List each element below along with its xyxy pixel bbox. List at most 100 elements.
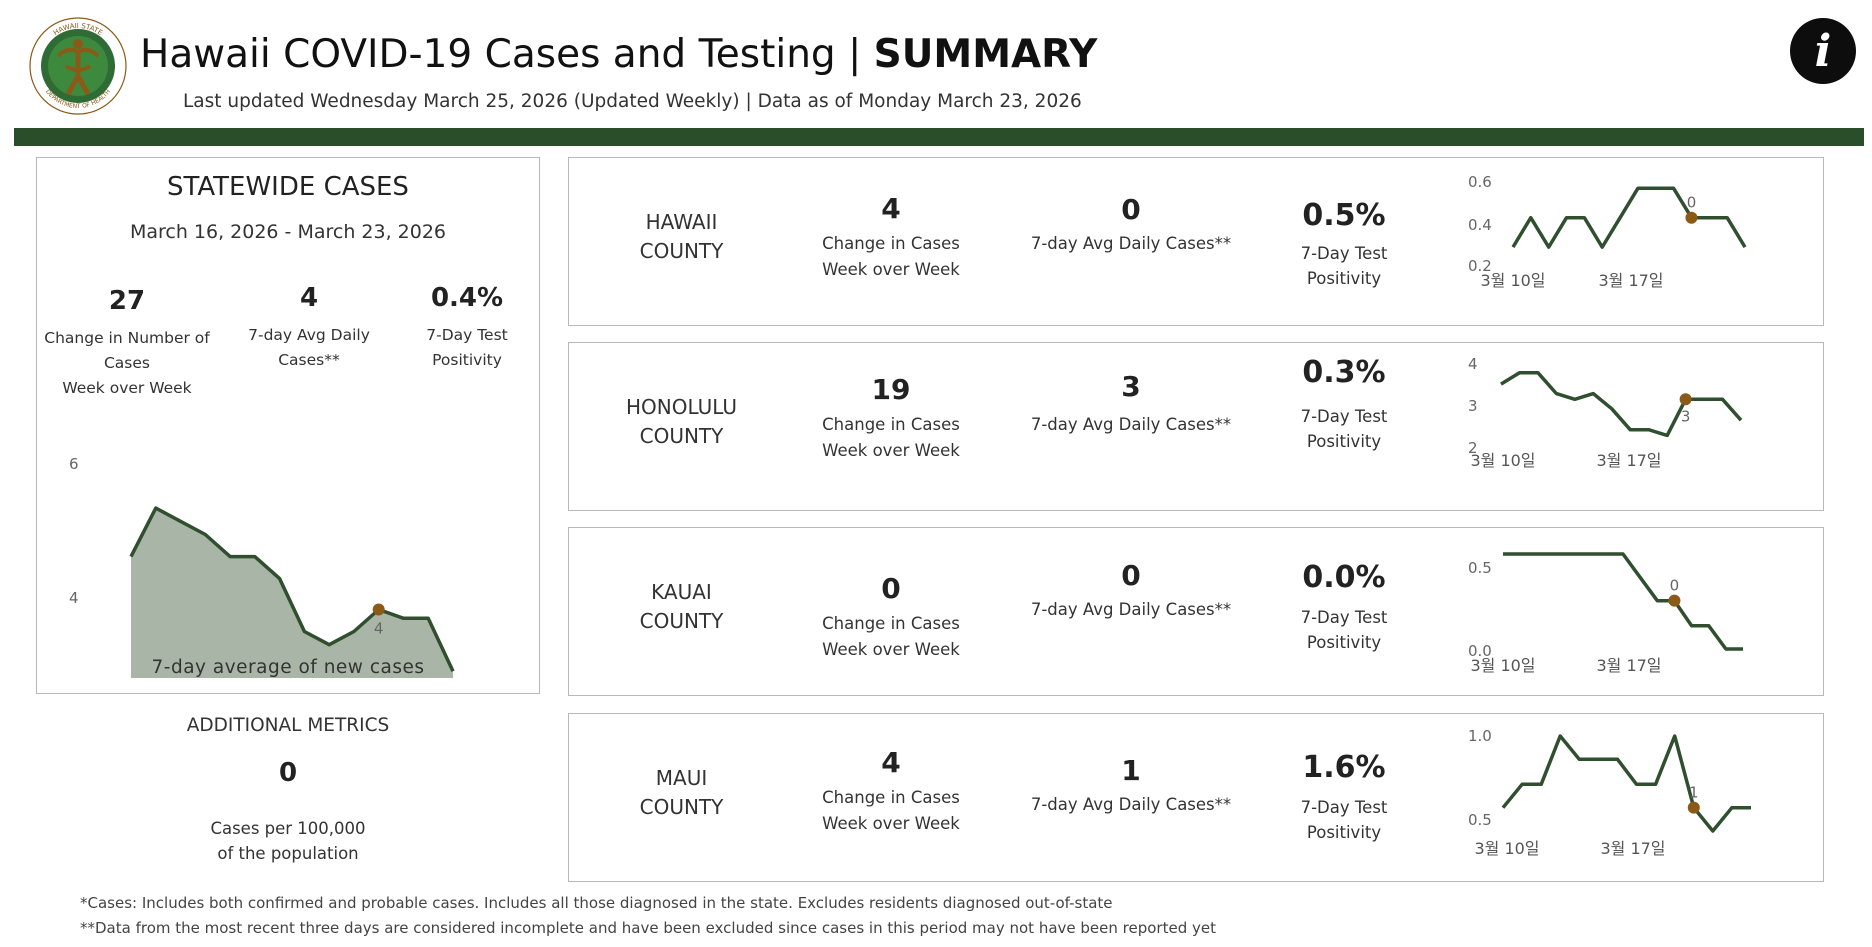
- county-name-line: COUNTY: [639, 239, 724, 263]
- series-line: [1500, 370, 1743, 438]
- county-trend-chart: 0.6 0.4 0.23월 10일 3월 17일 0: [1468, 173, 1747, 290]
- label-line: 7-Day Test: [1300, 608, 1388, 627]
- county-positivity: 0.5% 7-Day Test Positivity: [1259, 198, 1429, 291]
- label-line: Positivity: [1306, 823, 1382, 842]
- series-line: [1511, 186, 1747, 249]
- county-row-honolulu: HONOLULU COUNTY 19 Change in Cases Week ove…: [568, 342, 1824, 511]
- data-point-marker: [1679, 393, 1692, 406]
- county-positivity-label: 7-Day Test Positivity: [1259, 605, 1429, 655]
- label-line: Week over Week: [822, 441, 960, 460]
- department-of-health-logo: HAWAII STATE DEPARTMENT OF HEALTH: [29, 17, 127, 115]
- county-positivity-label: 7-Day Test Positivity: [1259, 241, 1429, 291]
- county-name: MAUI COUNTY: [569, 764, 794, 822]
- county-avg-label: 7-day Avg Daily Cases**: [1030, 415, 1232, 434]
- x-tick-label: 3월 17일: [1598, 271, 1663, 290]
- county-positivity-value: 0.5%: [1302, 198, 1386, 233]
- data-label: 1: [1689, 784, 1699, 802]
- data-label: 0: [1670, 577, 1680, 595]
- county-change: 4 Change in Cases Week over Week: [791, 192, 991, 283]
- x-tick-label: 3월 10일: [1470, 656, 1535, 675]
- county-change: 19 Change in Cases Week over Week: [791, 373, 991, 464]
- label-line: Change in Cases: [822, 788, 960, 807]
- label-line: Week over Week: [822, 640, 960, 659]
- y-tick-label: 6: [69, 455, 79, 473]
- page-title-main: Hawaii COVID-19 Cases and Testing |: [140, 32, 874, 77]
- y-tick-label: 1.0: [1468, 727, 1492, 745]
- label-line: Week over Week: [822, 260, 960, 279]
- county-positivity-value: 0.3%: [1302, 355, 1386, 390]
- county-avg-value: 0: [1121, 193, 1141, 226]
- label-line: Week over Week: [822, 814, 960, 833]
- label-line: Positivity: [1306, 269, 1382, 288]
- y-tick-label: 0.5: [1468, 559, 1492, 577]
- label-line: 7-Day Test: [1300, 798, 1388, 817]
- y-tick-label: 0.6: [1468, 173, 1492, 191]
- kpi-label-line: 7-Day Test: [426, 326, 508, 344]
- label-line: Change in Cases: [822, 614, 960, 633]
- county-name: KAUAI COUNTY: [569, 578, 794, 636]
- county-change-value: 4: [881, 192, 901, 225]
- kpi-label-line: Cases: [103, 354, 150, 372]
- info-icon[interactable]: i: [1790, 18, 1856, 84]
- statewide-avg-kpi: 4 7-day Avg Daily Cases**: [234, 283, 384, 373]
- county-row-maui: MAUI COUNTY 4 Change in Cases Week over Wee…: [568, 713, 1824, 882]
- kpi-label: 7-Day Test Positivity: [407, 323, 527, 373]
- county-change-label: Change in Cases Week over Week: [791, 231, 991, 283]
- statewide-cases-panel: STATEWIDE CASES March 16, 2026 - March 2…: [36, 157, 540, 694]
- county-name-line: COUNTY: [639, 609, 724, 633]
- x-tick-label: 3월 17일: [1596, 656, 1661, 675]
- county-avg-label: 7-day Avg Daily Cases**: [1030, 234, 1232, 253]
- label-line: 7-Day Test: [1300, 244, 1388, 263]
- county-change: 0 Change in Cases Week over Week: [791, 572, 991, 663]
- y-tick-label: 0.0: [1468, 642, 1492, 660]
- county-name-line: COUNTY: [639, 424, 724, 448]
- county-name: HONOLULU COUNTY: [569, 393, 794, 451]
- county-row-hawaii: HAWAII COUNTY 4 Change in Cases Week over W…: [568, 157, 1824, 326]
- county-avg-value: 0: [1121, 559, 1141, 592]
- footnote-data-lag: **Data from the most recent three days a…: [80, 919, 1216, 937]
- y-tick-label: 3: [1468, 397, 1478, 415]
- county-change: 4 Change in Cases Week over Week: [791, 746, 991, 837]
- label-line: 7-Day Test: [1300, 407, 1388, 426]
- county-positivity-label: 7-Day Test Positivity: [1259, 795, 1429, 845]
- series-line: [129, 506, 455, 672]
- county-change-value: 19: [871, 373, 911, 406]
- county-avg-label: 7-day Avg Daily Cases**: [1030, 600, 1232, 619]
- statewide-positivity-kpi: 0.4% 7-Day Test Positivity: [407, 283, 527, 373]
- x-tick-label: 3월 17일: [1596, 451, 1661, 470]
- county-name-line: HAWAII: [645, 210, 718, 234]
- county-avg: 0 7-day Avg Daily Cases**: [1006, 193, 1256, 253]
- county-change-value: 0: [881, 572, 901, 605]
- county-trend-chart: 1.0 0.5 3월 10일 3월 17일 1: [1468, 727, 1751, 858]
- county-avg: 0 7-day Avg Daily Cases**: [1006, 559, 1256, 619]
- county-change-label: Change in Cases Week over Week: [791, 611, 991, 663]
- y-tick-label: 2: [1468, 439, 1478, 457]
- label-line: Positivity: [1306, 633, 1382, 652]
- kpi-label: Change in Number of Cases Week over Week: [37, 326, 217, 401]
- label-line: Change in Cases: [822, 415, 960, 434]
- y-tick-label: 0.5: [1468, 811, 1492, 829]
- header-accent-bar: [14, 128, 1864, 146]
- county-row-kauai: KAUAI COUNTY 0 Change in Cases Week over We…: [568, 527, 1824, 696]
- county-avg-value: 3: [1121, 370, 1141, 403]
- county-name-line: HONOLULU: [625, 395, 738, 419]
- kpi-label-line: Cases**: [278, 351, 340, 369]
- page-title: Hawaii COVID-19 Cases and Testing | SUMM…: [140, 32, 1097, 77]
- kpi-value: 0.4%: [430, 283, 504, 313]
- county-change-label: Change in Cases Week over Week: [791, 785, 991, 837]
- county-name: HAWAII COUNTY: [569, 208, 794, 266]
- county-change-label: Change in Cases Week over Week: [791, 412, 991, 464]
- county-avg-value: 1: [1121, 754, 1141, 787]
- additional-metrics-label: Cases per 100,000 of the population: [36, 816, 540, 866]
- county-name-line: COUNTY: [639, 795, 724, 819]
- statewide-date-range: March 16, 2026 - March 23, 2026: [129, 221, 447, 243]
- county-avg-label: 7-day Avg Daily Cases**: [1030, 795, 1232, 814]
- data-label: 4: [374, 619, 384, 637]
- county-avg: 3 7-day Avg Daily Cases**: [1006, 370, 1256, 434]
- x-tick-label: 3월 17일: [1600, 839, 1665, 858]
- y-tick-label: 0.4: [1468, 216, 1492, 234]
- county-name-line: KAUAI: [651, 580, 712, 604]
- additional-metrics-value: 0: [278, 758, 298, 788]
- y-tick-label: 4: [1468, 355, 1478, 373]
